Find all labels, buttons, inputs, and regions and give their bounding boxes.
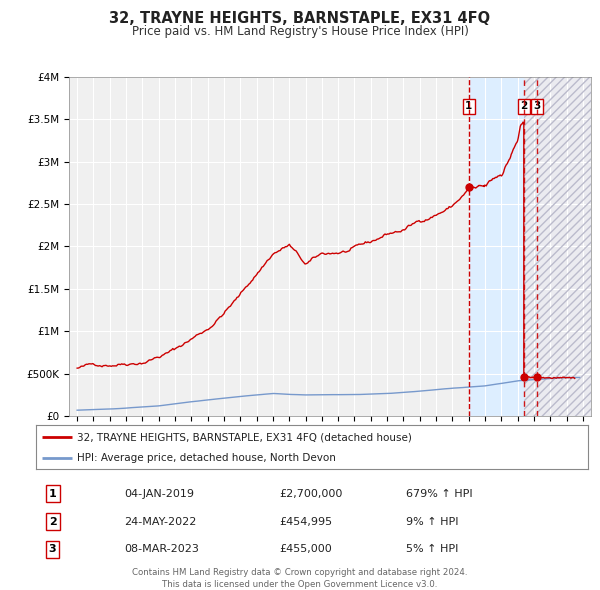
Text: 1: 1 <box>465 101 472 112</box>
Text: £454,995: £454,995 <box>279 516 332 526</box>
Text: Contains HM Land Registry data © Crown copyright and database right 2024.
This d: Contains HM Land Registry data © Crown c… <box>132 568 468 589</box>
Text: HPI: Average price, detached house, North Devon: HPI: Average price, detached house, Nort… <box>77 453 336 463</box>
Text: £2,700,000: £2,700,000 <box>279 489 342 499</box>
Text: 2: 2 <box>520 101 527 112</box>
Text: £455,000: £455,000 <box>279 545 332 555</box>
Bar <box>469 77 524 416</box>
Text: 1: 1 <box>49 489 56 499</box>
Text: 3: 3 <box>533 101 541 112</box>
Text: 2: 2 <box>49 516 56 526</box>
Text: 32, TRAYNE HEIGHTS, BARNSTAPLE, EX31 4FQ: 32, TRAYNE HEIGHTS, BARNSTAPLE, EX31 4FQ <box>109 11 491 25</box>
Text: 679% ↑ HPI: 679% ↑ HPI <box>406 489 472 499</box>
Bar <box>524 77 591 416</box>
Text: Price paid vs. HM Land Registry's House Price Index (HPI): Price paid vs. HM Land Registry's House … <box>131 25 469 38</box>
Text: 04-JAN-2019: 04-JAN-2019 <box>124 489 194 499</box>
Text: 32, TRAYNE HEIGHTS, BARNSTAPLE, EX31 4FQ (detached house): 32, TRAYNE HEIGHTS, BARNSTAPLE, EX31 4FQ… <box>77 432 412 442</box>
Text: 08-MAR-2023: 08-MAR-2023 <box>124 545 199 555</box>
Text: 9% ↑ HPI: 9% ↑ HPI <box>406 516 458 526</box>
Bar <box>524 77 591 416</box>
Text: 5% ↑ HPI: 5% ↑ HPI <box>406 545 458 555</box>
Text: 24-MAY-2022: 24-MAY-2022 <box>124 516 197 526</box>
Text: 3: 3 <box>49 545 56 555</box>
